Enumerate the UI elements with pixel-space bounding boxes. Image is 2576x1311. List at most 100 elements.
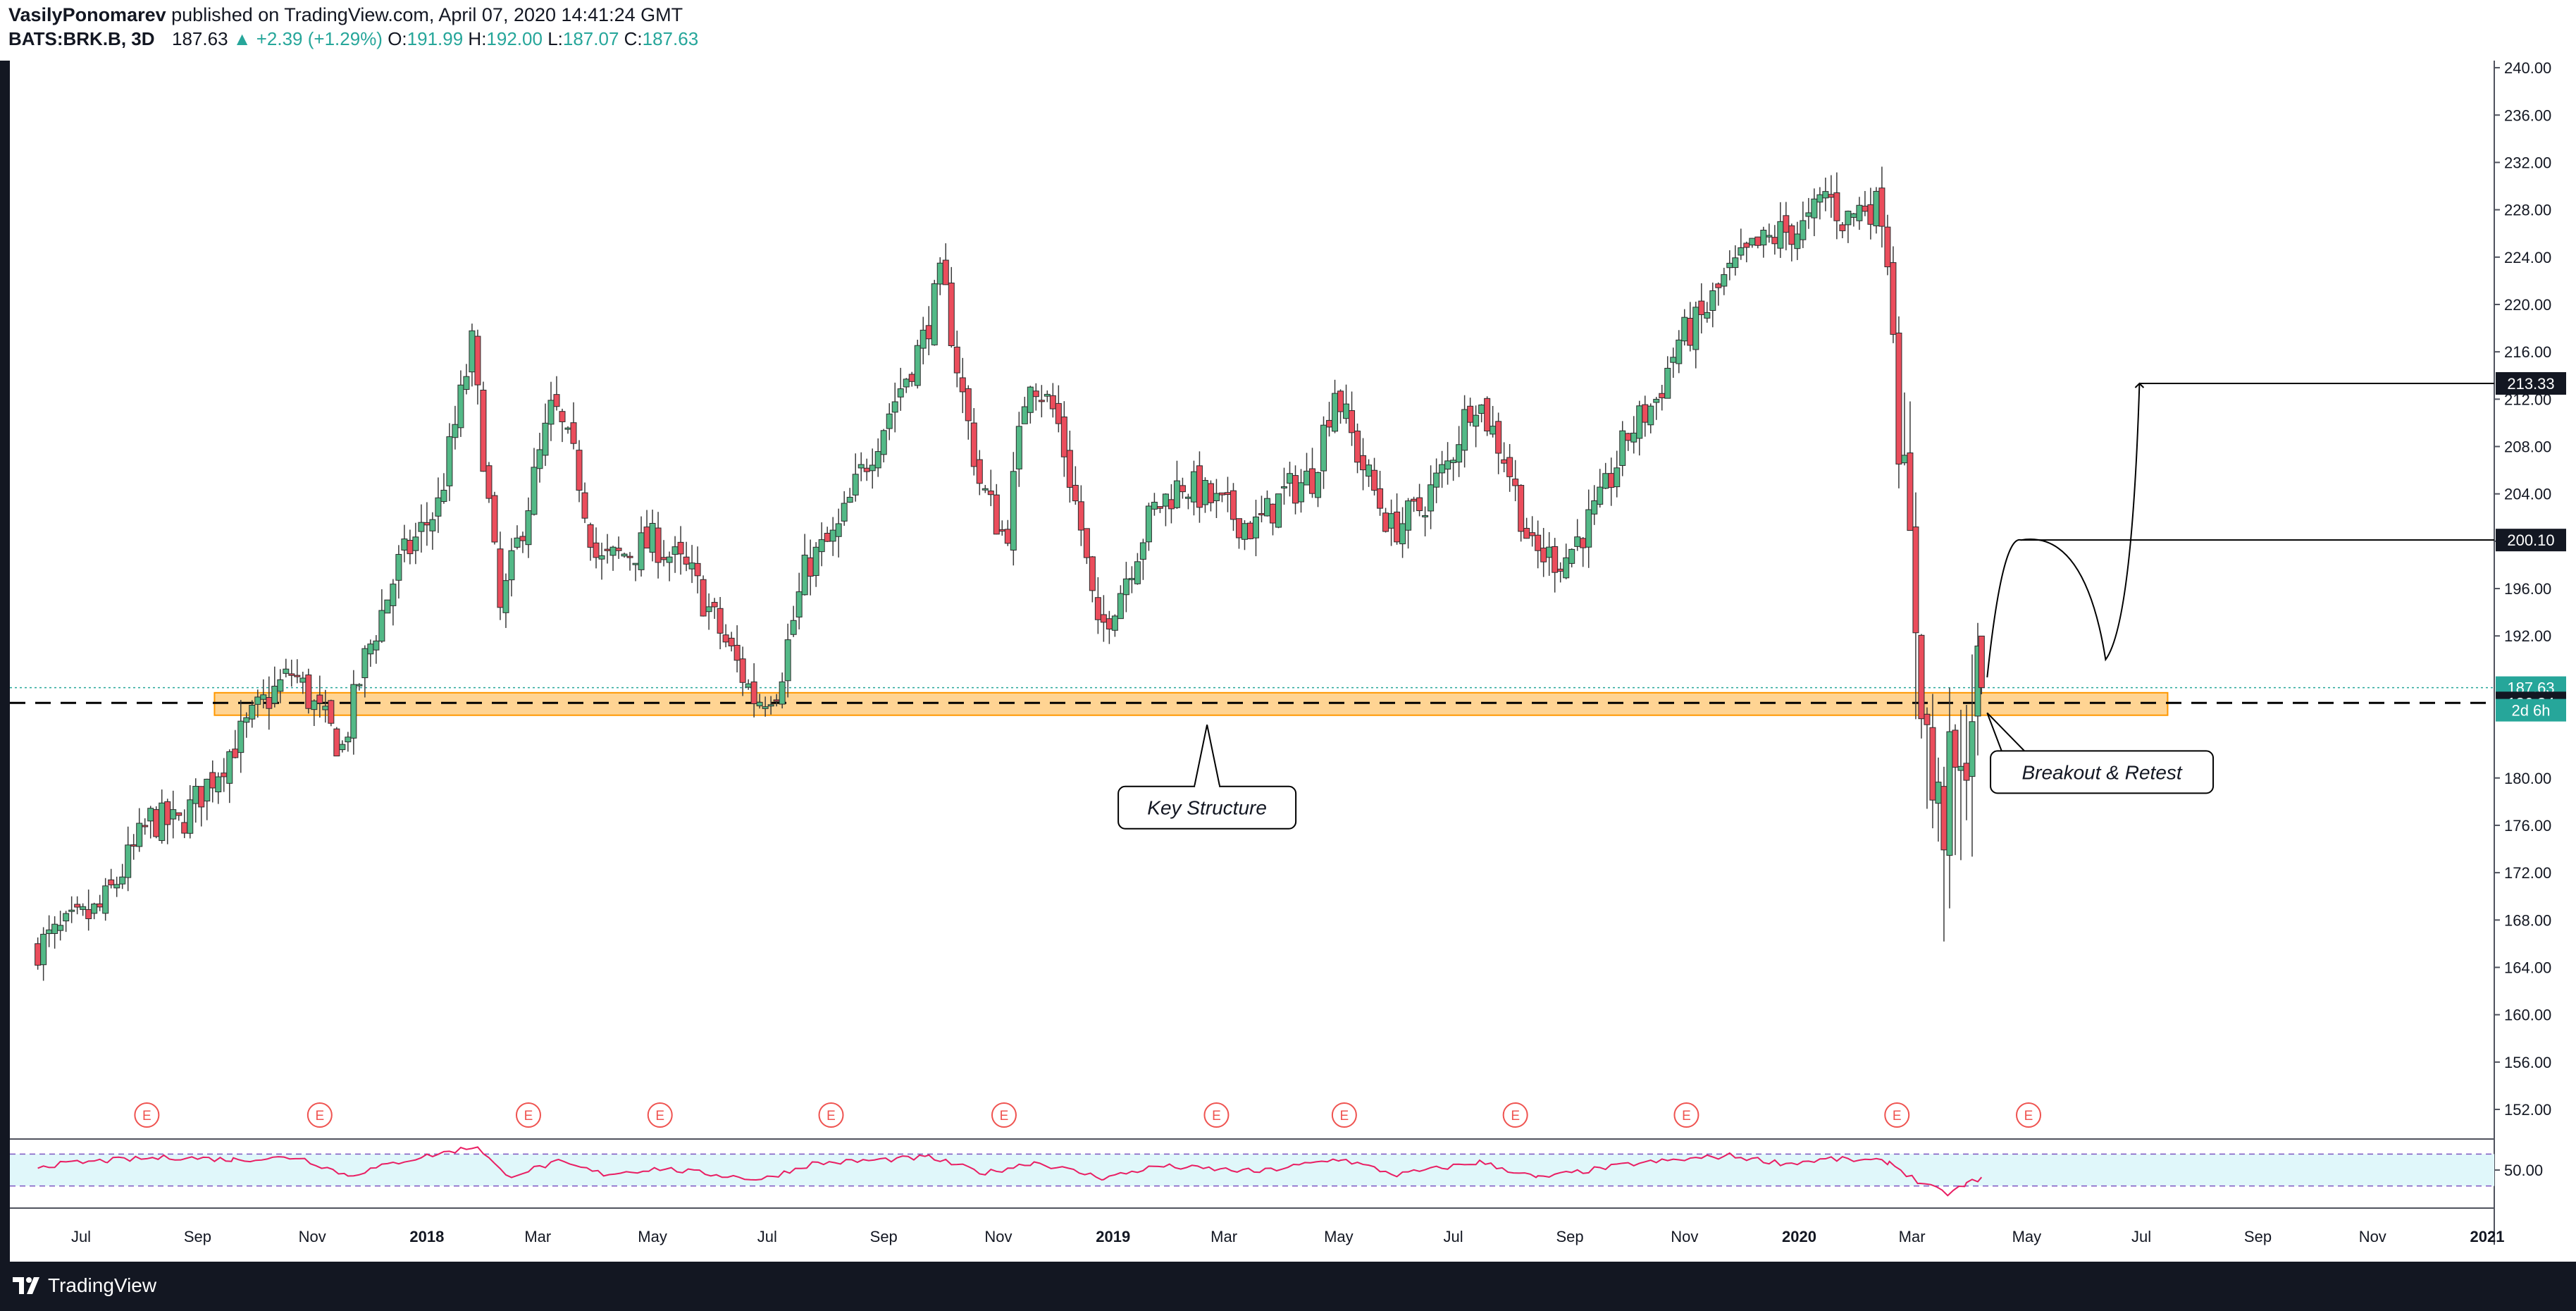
candle-up [931,283,938,345]
chart-svg[interactable]: 152.00 156.00 160.00 164.00 168.00 172.00 176.… [0,61,2576,1262]
chart-header: VasilyPonomarev published on TradingView… [0,0,2576,61]
tradingview-wordmark: TradingView [48,1274,157,1296]
candle-down [1580,538,1587,548]
candle-down [1371,469,1378,491]
candle-down [1788,225,1795,245]
author-name[interactable]: VasilyPonomarev [8,4,166,25]
candle-down [1540,548,1547,562]
candle-down [1394,511,1401,543]
candle-up [1591,500,1598,515]
tradingview-icon [13,1277,39,1294]
up-arrow-icon: ▲ [233,28,252,49]
candle-down [1952,730,1959,768]
price-tick-label: 228.00 [2504,202,2551,219]
candle-up [311,700,318,710]
candle-up [936,262,943,285]
candle-up [1794,233,1801,250]
candle-down [660,557,667,560]
candle-up [1478,405,1485,414]
candle-up [367,644,374,655]
candle-down [683,556,690,565]
candle-up [1614,467,1621,488]
candle-up [395,554,402,581]
callout-pointer [1194,724,1221,787]
candle-down [1929,727,1936,801]
candle-down [1884,226,1891,268]
candle-up [1749,238,1756,246]
candle-up [384,599,391,614]
candle-up [215,776,222,793]
candle-up [1298,482,1305,503]
candle-up [469,330,476,373]
candle-up [68,909,75,912]
earnings-marker-label: E [1682,1109,1691,1124]
candle-down [1754,236,1761,246]
candle-down [1179,485,1186,493]
countdown-tag [2496,698,2566,722]
candle-down [1659,393,1666,398]
candle-down [733,644,741,661]
candle-up [1461,409,1468,451]
candle-down [1523,528,1530,539]
candle-up [508,550,515,581]
candle-up [1969,721,1976,777]
candle-up [1856,204,1863,221]
candle-down [1066,450,1073,488]
candle-up [378,610,385,642]
candle-down [1918,634,1925,720]
candle-up [801,555,808,596]
candle-up [1111,615,1118,631]
candle-up [1546,546,1553,558]
price-tick-label: 164.00 [2504,959,2551,976]
candle-down [942,259,949,285]
price-tag-label: 200.10 [2507,531,2554,549]
candle-up [1010,471,1017,551]
earnings-marker [1203,1102,1230,1128]
chart-area[interactable]: 152.00 156.00 160.00 164.00 168.00 172.00 176.… [0,61,2576,1262]
candle-down [1382,512,1389,532]
candle-down [1895,332,1902,464]
candle-up [1241,523,1248,540]
time-tick-label: Jul [1444,1228,1463,1245]
candle-up [1388,513,1395,529]
candle-up [226,751,233,784]
candle-up [1015,426,1022,469]
candle-up [283,668,290,674]
candle-down [1862,205,1869,212]
candle-up [1630,432,1637,443]
candle-up [1681,316,1688,342]
candle-up [666,556,673,563]
candle-up [1428,484,1435,512]
time-tick-label: Sep [2244,1228,2272,1245]
earnings-marker-label: E [1511,1109,1520,1124]
candle-up [1574,536,1581,547]
candle-up [260,694,267,700]
earnings-marker-label: E [524,1109,533,1124]
candle-up [390,584,397,606]
symbol-label[interactable]: BATS:BRK.B, 3D [8,28,155,49]
candle-down [1828,194,1835,198]
earnings-marker-label: E [655,1109,664,1124]
candle-up [170,809,177,820]
candle-up [1946,731,1953,856]
candle-up [609,546,617,556]
candle-down [1207,483,1214,503]
candle-down [519,536,526,541]
candle-up [249,705,256,720]
time-tick-label: Jul [757,1228,777,1245]
candle-down [266,697,273,709]
candle-up [1636,405,1643,439]
candle-down [987,491,994,496]
candle-down [1072,484,1079,502]
candle-up [1173,480,1180,508]
candle-up [1213,493,1220,501]
candle-up [1721,274,1728,287]
tradingview-logo[interactable]: TradingView [11,1273,156,1298]
candle-down [1867,204,1874,225]
candle-down [700,579,707,617]
candle-up [846,496,853,503]
candle-down [998,529,1005,532]
time-tick-label: Sep [870,1228,898,1245]
candle-down [1349,410,1356,433]
